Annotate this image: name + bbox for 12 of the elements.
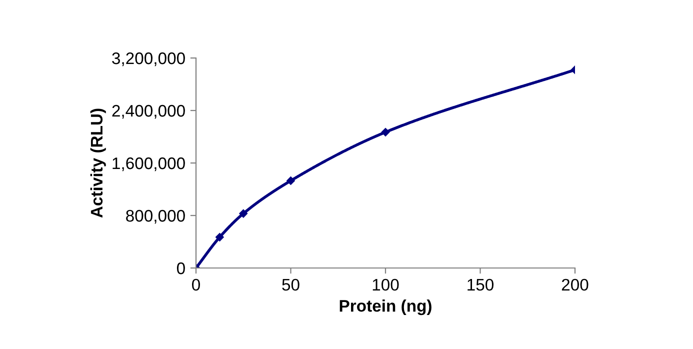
x-tick-label: 100	[372, 278, 399, 291]
x-tick-label: 200	[562, 278, 588, 291]
y-tick-label: 1,600,000	[112, 157, 185, 172]
y-tick-label: 0	[176, 262, 185, 274]
y-axis-title: Activity (RLU)	[90, 108, 106, 218]
y-tick-label: 3,200,000	[112, 52, 185, 66]
y-tick-label: 800,000	[126, 210, 185, 224]
x-axis-title: Protein (ng)	[340, 300, 432, 316]
x-tick-label: 150	[468, 278, 494, 291]
x-tick-label: 50	[282, 278, 300, 291]
x-tick-label: 0	[192, 278, 200, 291]
y-tick-label: 2,400,000	[112, 104, 185, 119]
